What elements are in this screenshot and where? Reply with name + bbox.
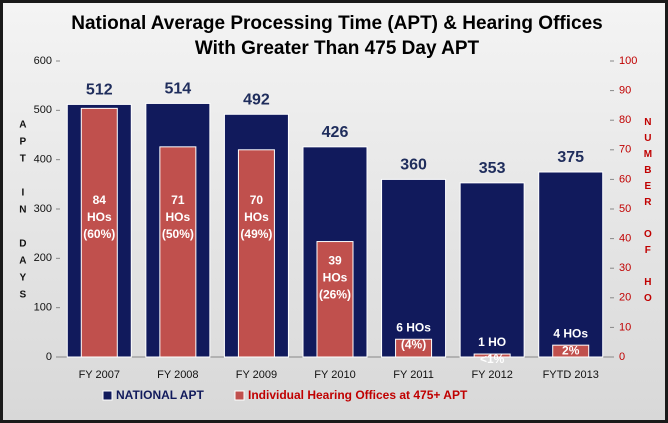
value-label: 492: [243, 91, 270, 108]
value-label: 426: [322, 124, 349, 141]
bar: [316, 241, 354, 358]
y-tick-label: 300: [34, 203, 52, 215]
y-tick-label: 400: [34, 154, 52, 166]
y2-tick-label: 80: [619, 114, 631, 126]
bar: [237, 149, 275, 358]
value-label: (26%): [319, 288, 351, 302]
y2-tick-label: 60: [619, 173, 631, 185]
x-tick-label: FY 2012: [471, 369, 512, 381]
bar: [459, 182, 525, 358]
y2-tick-label: 50: [619, 203, 631, 215]
value-label: (60%): [83, 227, 115, 241]
value-label: 512: [86, 82, 113, 99]
value-label: 71: [171, 193, 185, 207]
bar: [381, 178, 447, 358]
y-tick-label: 100: [34, 302, 52, 314]
value-label: 2%: [562, 343, 580, 357]
value-label: 360: [400, 157, 427, 174]
y2-tick-label: 20: [619, 292, 631, 304]
value-label: 375: [557, 149, 584, 166]
bar: [80, 107, 118, 358]
value-label: HOs: [166, 210, 191, 224]
y2-tick-label: 40: [619, 233, 631, 245]
value-label: <1%: [480, 352, 505, 366]
value-label: 84: [93, 193, 107, 207]
value-label: HOs: [244, 210, 269, 224]
y2-axis-label: NUMBER OF HO: [642, 117, 653, 309]
bar: [552, 344, 590, 358]
legend-swatch: [234, 390, 245, 401]
chart-title: National Average Processing Time (APT) &…: [71, 13, 603, 59]
value-label: (50%): [162, 227, 194, 241]
value-label: 353: [479, 160, 506, 177]
x-tick-label: FYTD 2013: [543, 369, 599, 381]
value-label: 70: [250, 193, 264, 207]
bar: [538, 171, 604, 358]
value-label: 1 HO: [478, 335, 506, 349]
y-axis-label: APT IN DAYS: [17, 120, 28, 307]
y-tick-label: 500: [34, 104, 52, 116]
y-tick-label: 0: [46, 351, 52, 363]
bar: [159, 146, 197, 358]
value-label: (4%): [401, 337, 426, 351]
x-tick-label: FY 2010: [314, 369, 355, 381]
y2-tick-label: 90: [619, 85, 631, 97]
value-label: 514: [165, 81, 192, 98]
y-tick-label: 600: [34, 55, 52, 67]
y2-tick-label: 30: [619, 262, 631, 274]
value-label: 39: [328, 254, 342, 268]
y2-tick-label: 100: [619, 55, 637, 67]
value-label: 6 HOs: [396, 320, 431, 334]
value-label: HOs: [87, 210, 112, 224]
value-label: 4 HOs: [553, 326, 588, 340]
legend-label: NATIONAL APT: [116, 388, 204, 402]
bar: [395, 338, 433, 358]
value-label: (49%): [240, 227, 272, 241]
chart: APT IN DAYS NUMBER OF HO 010020030040050…: [17, 55, 653, 402]
y2-tick-label: 0: [619, 351, 625, 363]
bar: [473, 353, 511, 358]
legend-label: Individual Hearing Offices at 475+ APT: [248, 388, 468, 402]
x-tick-label: FY 2007: [79, 369, 120, 381]
y-tick-label: 200: [34, 252, 52, 264]
x-tick-label: FY 2011: [393, 369, 434, 381]
x-tick-label: FY 2009: [236, 369, 277, 381]
x-tick-label: FY 2008: [157, 369, 198, 381]
legend-swatch: [102, 390, 113, 401]
y2-tick-label: 10: [619, 321, 631, 333]
y2-tick-label: 70: [619, 144, 631, 156]
value-label: HOs: [323, 271, 348, 285]
